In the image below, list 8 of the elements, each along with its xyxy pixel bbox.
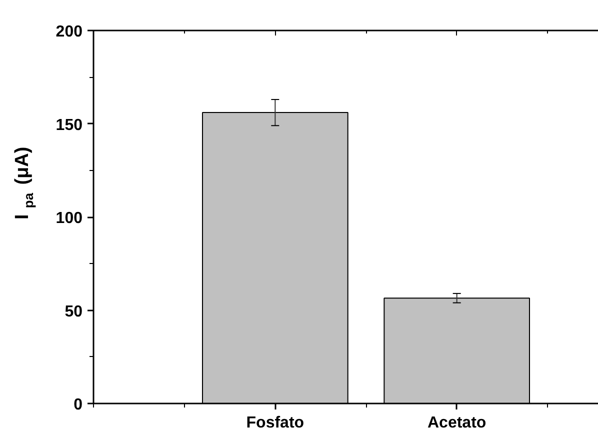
y-tick-label: 100 [56, 210, 83, 227]
y-tick-label: 200 [56, 24, 83, 40]
x-tick-label: Fosfato [246, 414, 304, 432]
y-tick-label: 0 [74, 396, 83, 414]
x-tick-label: Acetato [427, 414, 486, 432]
y-tick-label: 150 [56, 116, 83, 134]
y-axis-title: Ipa (μA) [12, 146, 36, 220]
y-tick-label: 50 [64, 303, 83, 320]
